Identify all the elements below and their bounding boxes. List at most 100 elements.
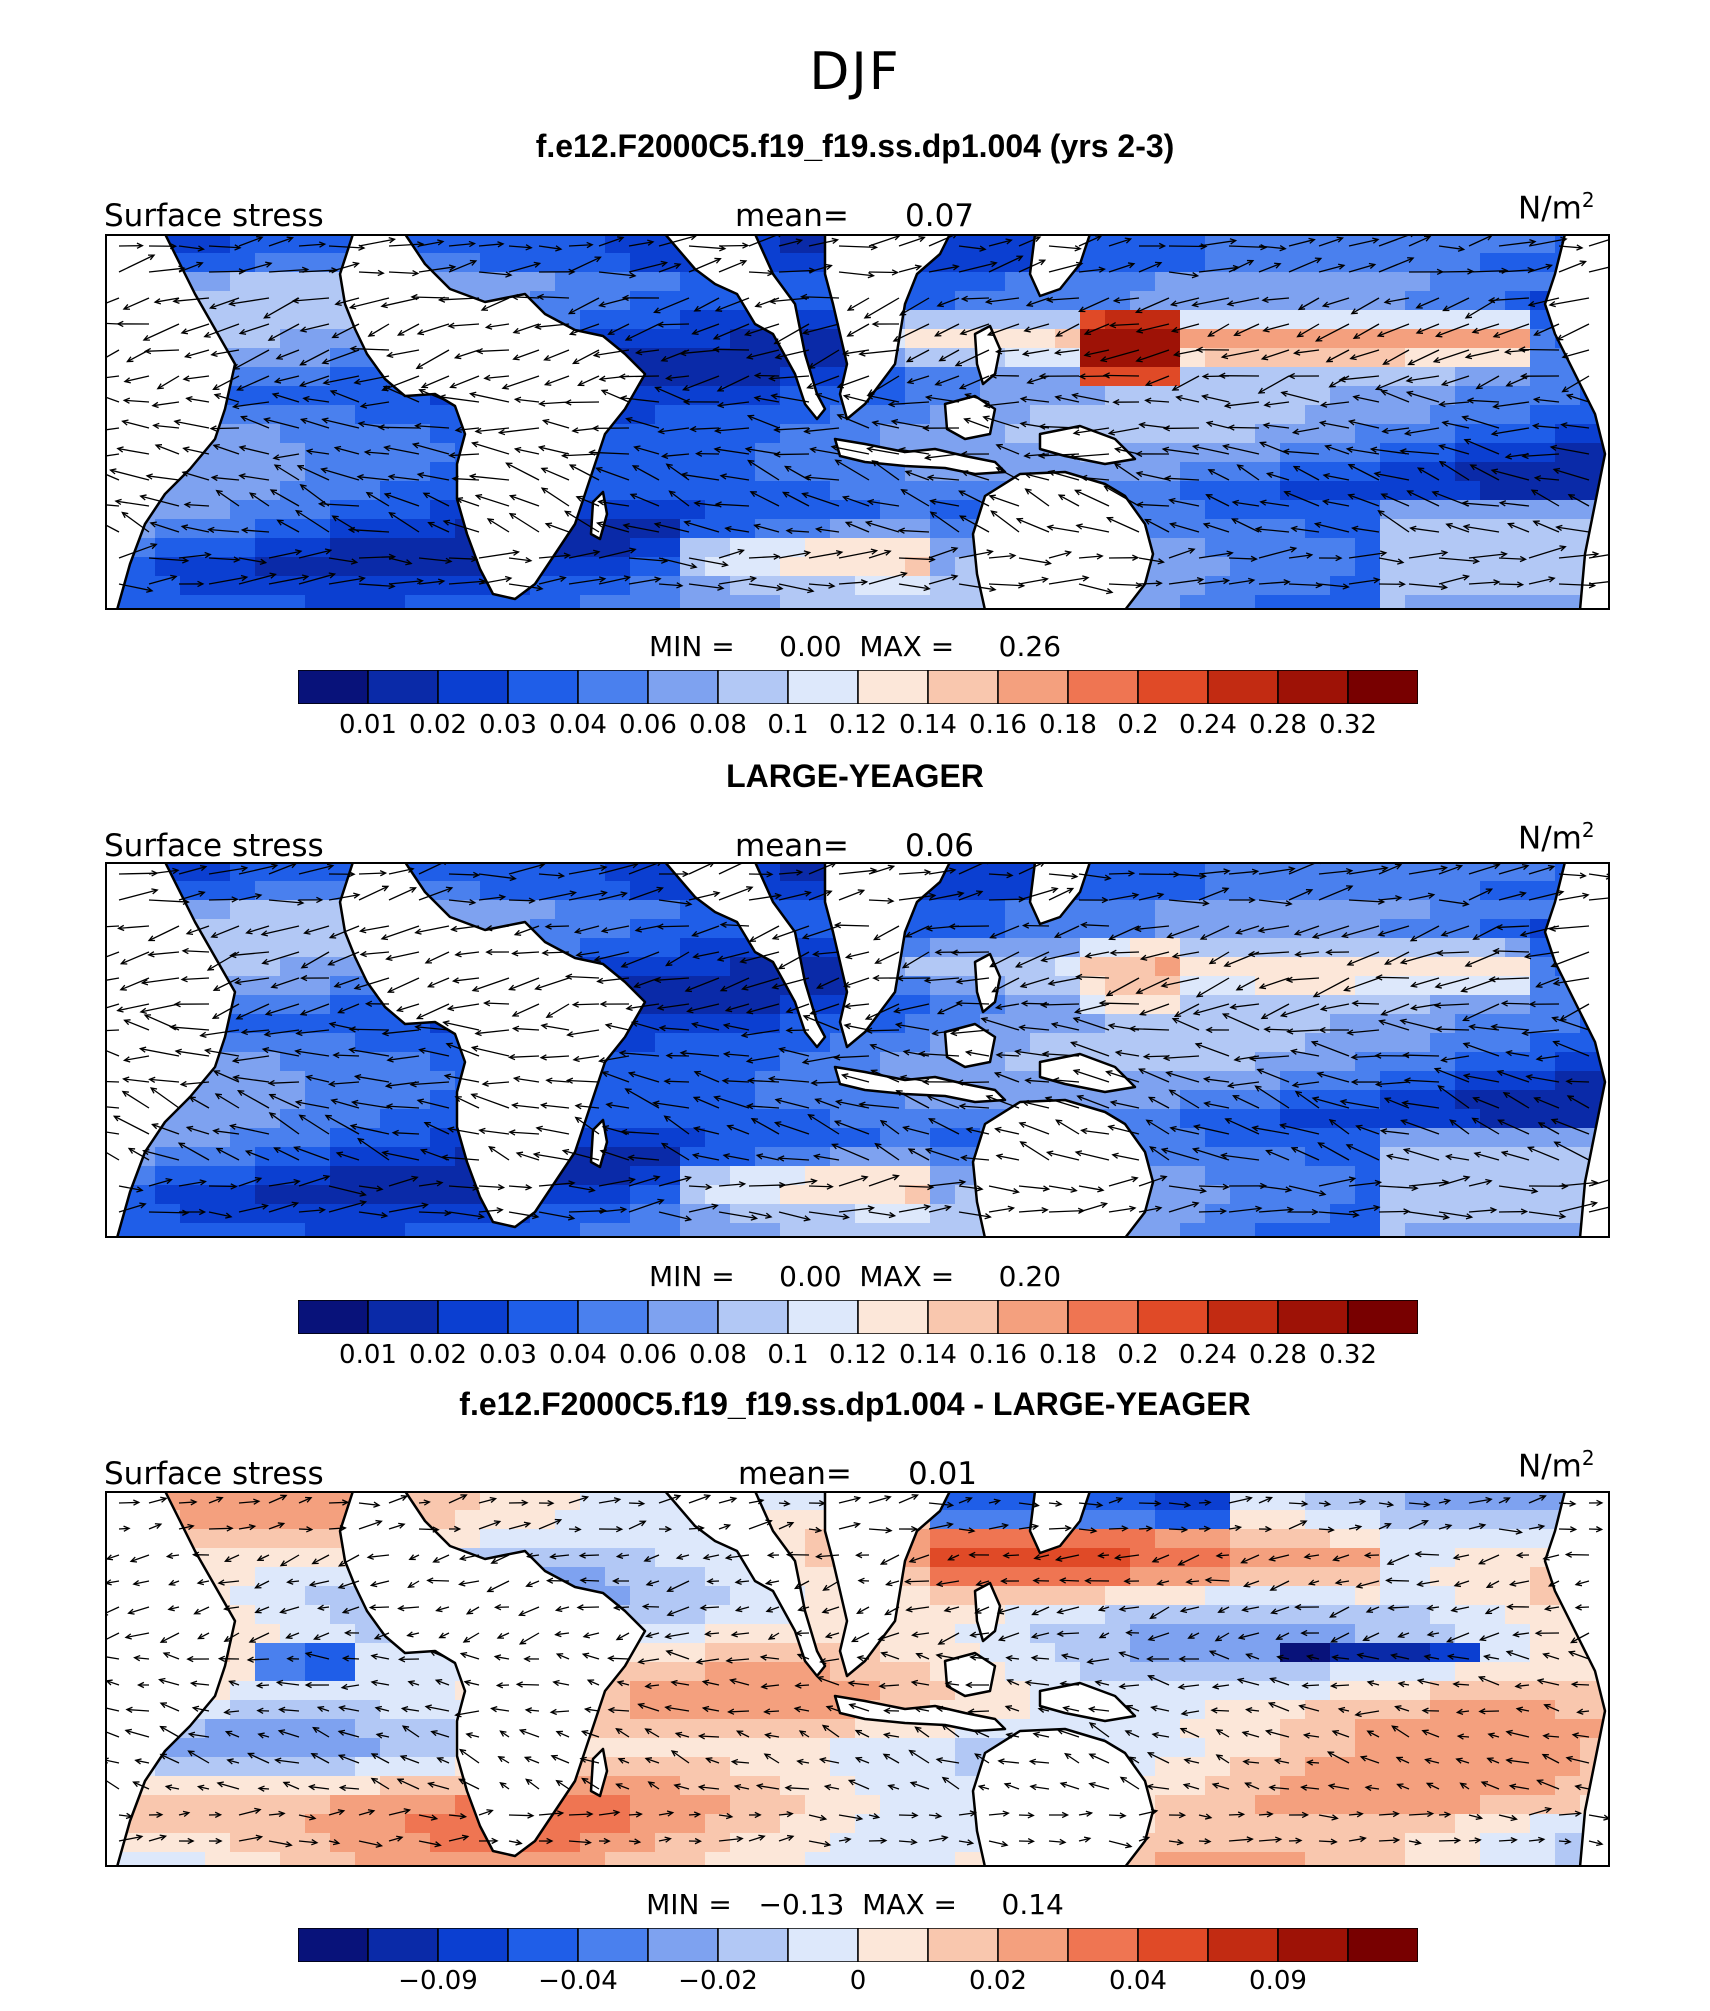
wind-arrow-shaft xyxy=(837,414,870,429)
map-frame xyxy=(105,234,1610,610)
field-cell xyxy=(905,329,931,349)
wind-arrow-head xyxy=(777,963,786,970)
wind-arrow-shaft xyxy=(928,1118,960,1135)
wind-arrow-head xyxy=(895,1090,903,1096)
wind-arrow-shaft xyxy=(1141,951,1170,960)
field-cell xyxy=(605,538,631,558)
wind-arrow-shaft xyxy=(835,459,870,481)
wind-arrow-shaft xyxy=(238,557,266,564)
field-cell xyxy=(830,481,856,501)
field-cell xyxy=(580,557,606,577)
wind-arrow-shaft xyxy=(745,323,780,336)
wind-arrow-shaft xyxy=(1489,297,1530,302)
wind-arrow-shaft xyxy=(1469,1025,1500,1031)
panel-1-mean-label: mean= xyxy=(735,198,849,234)
coastline-newguinea xyxy=(1038,1052,1137,1094)
wind-arrow-shaft xyxy=(748,555,780,559)
wind-arrow-shaft xyxy=(425,951,450,964)
wind-arrow-head xyxy=(497,428,506,436)
field-cell xyxy=(1105,881,1131,901)
field-cell xyxy=(1005,1033,1031,1053)
field-cell xyxy=(480,900,506,920)
field-cell xyxy=(1530,1147,1556,1167)
wind-arrow-head xyxy=(232,1074,240,1082)
colorbar-tick-label: 0.06 xyxy=(619,710,677,740)
field-cell xyxy=(905,1185,931,1205)
wind-arrow-head xyxy=(294,549,303,556)
wind-arrow-head xyxy=(1041,576,1049,583)
wind-arrow-shaft xyxy=(1136,472,1170,481)
wind-arrow-shaft xyxy=(962,470,990,481)
wind-arrow-head xyxy=(563,552,572,559)
wind-arrow-head xyxy=(1199,933,1208,940)
wind-arrow-head xyxy=(749,575,758,583)
wind-arrow-shaft xyxy=(328,894,360,901)
wind-arrow-shaft xyxy=(173,297,210,302)
field-cell xyxy=(1480,976,1506,996)
field-cell xyxy=(780,443,806,463)
wind-arrow-head xyxy=(1518,346,1526,353)
wind-arrow-head xyxy=(1044,1096,1053,1103)
field-cell xyxy=(230,995,256,1015)
wind-arrow-head xyxy=(410,293,418,301)
wind-arrow-head xyxy=(1551,1016,1559,1023)
wind-arrow-head xyxy=(1505,380,1513,387)
wind-arrow-head xyxy=(1440,930,1448,937)
wind-arrow-head xyxy=(647,239,655,246)
wind-arrow-head xyxy=(1347,419,1356,426)
wind-arrow-head xyxy=(1380,1009,1388,1016)
wind-arrow-head xyxy=(923,977,931,984)
wind-arrow-head xyxy=(182,375,190,382)
wind-arrow-shaft xyxy=(1108,894,1139,901)
field-cell xyxy=(680,1147,706,1167)
wind-arrow-shaft xyxy=(955,349,990,367)
colorbar-box-11 xyxy=(1067,670,1139,704)
wind-arrow-head xyxy=(1069,1041,1078,1048)
wind-arrow-shaft xyxy=(1533,425,1560,429)
wind-arrow-shaft xyxy=(330,390,360,403)
wind-arrow-shaft xyxy=(1081,1129,1110,1135)
wind-arrow-shaft xyxy=(778,951,810,970)
field-cell xyxy=(580,1185,606,1205)
wind-arrow-shaft xyxy=(262,951,300,964)
field-cell xyxy=(1505,1223,1531,1238)
field-cell xyxy=(1180,538,1206,558)
wind-arrow-head xyxy=(269,489,278,496)
wind-arrow-head xyxy=(474,427,482,435)
field-cell xyxy=(230,1071,256,1091)
wind-arrow-shaft xyxy=(990,510,1020,533)
wind-arrow-shaft xyxy=(1348,263,1376,273)
wind-arrow-shaft xyxy=(658,263,681,273)
wind-arrow-head xyxy=(1560,422,1568,429)
wind-arrow-shaft xyxy=(1081,476,1110,481)
wind-arrow-head xyxy=(773,451,781,458)
wind-arrow-head xyxy=(1464,353,1473,360)
wind-arrow-shaft xyxy=(448,1128,480,1135)
field-cell xyxy=(330,995,356,1015)
wind-arrow-head xyxy=(1394,863,1403,870)
wind-arrow-head xyxy=(749,491,757,498)
wind-arrow-head xyxy=(298,381,307,388)
wind-arrow-shaft xyxy=(508,557,532,562)
wind-arrow-shaft xyxy=(238,894,262,901)
wind-arrow-head xyxy=(1340,931,1349,939)
field-cell xyxy=(1280,1033,1306,1053)
coastline-samerica xyxy=(105,234,237,610)
field-cell xyxy=(280,424,306,444)
field-cell xyxy=(1530,1090,1556,1110)
wind-arrow-shaft xyxy=(142,977,180,984)
wind-arrow-shaft xyxy=(835,924,870,927)
wind-arrow-shaft xyxy=(181,525,210,533)
wind-arrow-shaft xyxy=(816,528,840,533)
wind-arrow-shaft xyxy=(1519,348,1560,351)
field-cell xyxy=(855,481,881,501)
wind-arrow-head xyxy=(858,350,866,357)
wind-arrow-shaft xyxy=(568,891,607,901)
wind-arrow-shaft xyxy=(720,475,750,481)
field-cell xyxy=(1180,386,1206,406)
wind-arrow-head xyxy=(423,1121,431,1128)
wind-arrow-shaft xyxy=(1405,427,1440,435)
field-cell xyxy=(1555,1185,1581,1205)
wind-arrow-head xyxy=(1472,557,1481,565)
wind-arrow-head xyxy=(209,425,217,432)
